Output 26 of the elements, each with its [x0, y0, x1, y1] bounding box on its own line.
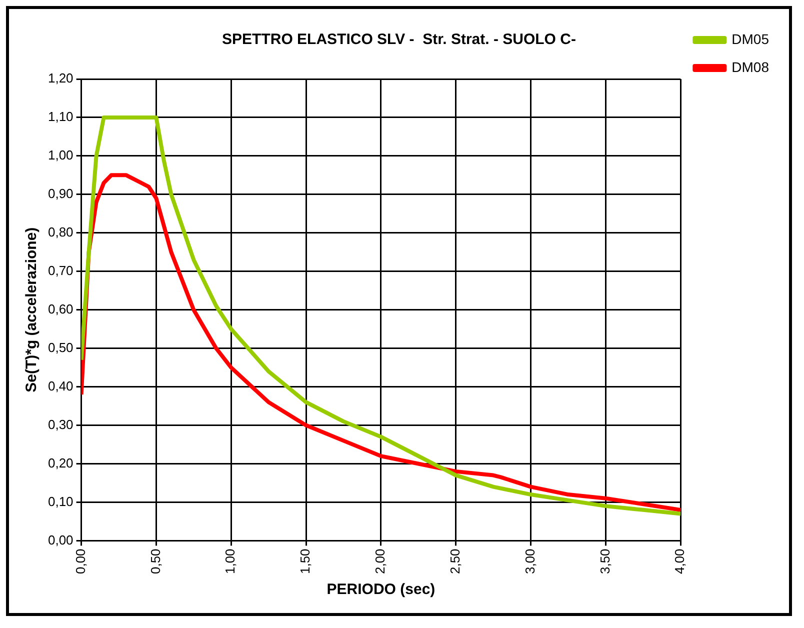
y-tick-label: 0,90	[48, 186, 74, 202]
y-tick-label: 1,00	[48, 148, 74, 163]
legend-label: DM08	[732, 58, 770, 75]
y-tick-label: 0,50	[48, 340, 74, 355]
y-tick-label: 1,10	[48, 109, 74, 124]
x-axis-title: PERIODO (sec)	[326, 581, 436, 598]
legend-label: DM05	[732, 30, 770, 47]
y-tick-label: 0,00	[48, 532, 74, 548]
x-tick-label: 0,50	[148, 548, 163, 574]
x-tick-label: 1,00	[222, 548, 238, 574]
y-tick-label: 0,20	[48, 455, 74, 470]
y-axis-title: Se(T)*g (accelerazione)	[23, 227, 40, 392]
y-tick-label: 1,20	[48, 70, 74, 86]
x-tick-label: 2,00	[372, 548, 388, 574]
x-tick-label: 2,50	[447, 548, 462, 574]
y-tick-label: 0,80	[48, 224, 74, 240]
y-tick-label: 0,30	[48, 416, 74, 432]
x-tick-label: 4,00	[672, 548, 688, 574]
y-tick-label: 0,60	[48, 301, 74, 316]
x-tick-label: 3,00	[522, 548, 538, 574]
x-tick-label: 1,50	[298, 548, 313, 574]
y-tick-label: 0,70	[48, 262, 74, 278]
y-tick-label: 0,40	[48, 378, 74, 394]
chart-title: SPETTRO ELASTICO SLV - Str. Strat. - SUOLO C-	[222, 31, 576, 48]
y-tick-label: 0,10	[48, 494, 74, 509]
x-tick-label: 3,50	[597, 548, 612, 574]
